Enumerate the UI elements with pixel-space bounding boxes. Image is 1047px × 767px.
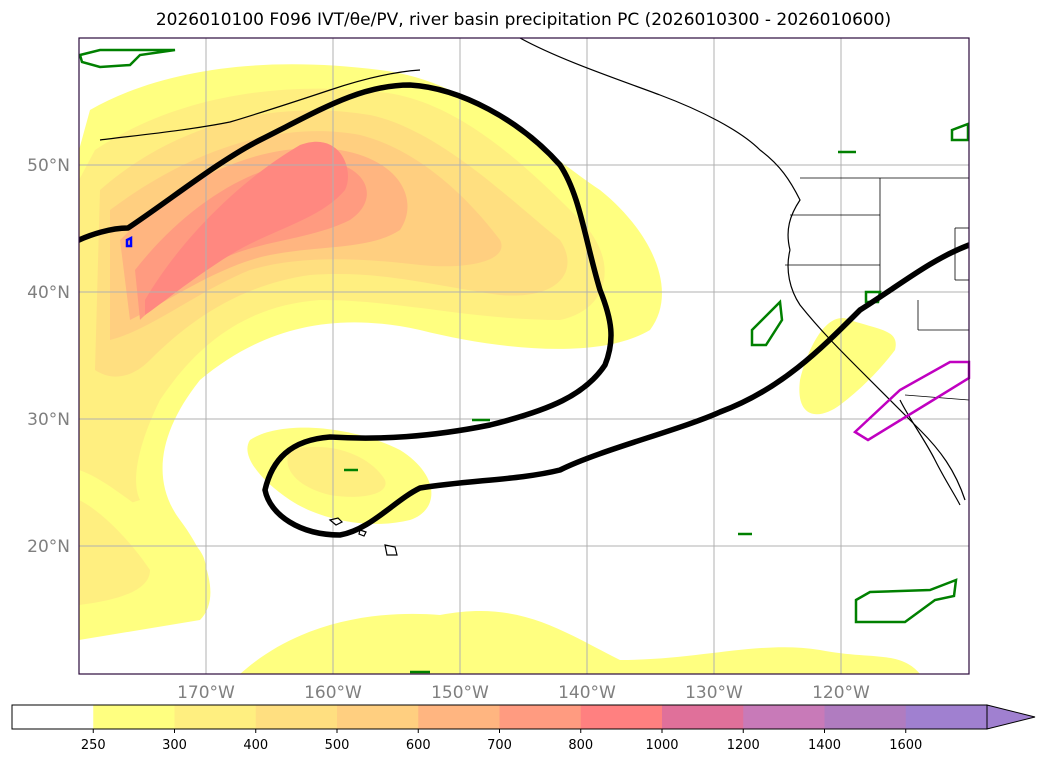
colorbar-tick-label: 1200 [727,738,760,753]
colorbar-extend-arrow [986,704,1036,730]
ivt-region-north-800 [145,141,348,315]
colorbar-tick-label: 1400 [808,738,841,753]
lat-tick-label: 40°N [27,283,70,303]
ivt-region-southwest-300 [79,500,150,605]
green-region-offshore [750,299,784,347]
colorbar-swatch [12,705,94,729]
green-region-mexico [854,578,958,624]
colorbar-swatch [93,705,175,729]
colorbar-tick-label: 500 [325,738,350,753]
blue-region [125,235,133,248]
lon-tick-labels: 170°W 160°W 150°W 140°W 130°W 120°W [177,683,870,703]
lon-tick-label: 170°W [177,683,235,703]
colorbar-swatch [418,705,500,729]
hawaii-islands [328,517,398,556]
colorbar-tick-label: 250 [81,738,106,753]
map-frame [78,37,970,675]
colorbar-swatch [174,705,257,729]
colorbar-swatch [824,705,907,729]
ivt-shading [79,64,920,674]
colorbar-swatch [580,705,663,729]
colorbar-swatch [337,705,419,729]
colorbar-tick-label: 600 [406,738,431,753]
colorbar-swatch [662,705,744,729]
colorbar-swatch [743,705,825,729]
ivt-contour [79,82,969,538]
colorbar-tick-label: 1000 [645,738,678,753]
map-title: 2026010100 F096 IVT/θe/PV, river basin p… [155,10,892,30]
colorbar-swatch [905,705,988,729]
lon-tick-label: 120°W [812,683,870,703]
colorbar-tick-label: 800 [568,738,593,753]
colorbar-tick-label: 1600 [889,738,922,753]
political-borders [785,177,969,401]
lon-tick-label: 140°W [558,683,616,703]
colorbar-tick-label: 400 [243,738,268,753]
green-region-alaska [79,48,176,69]
lon-tick-label: 150°W [431,683,489,703]
colorbar-swatch [499,705,582,729]
colorbar-tick-label: 700 [487,738,512,753]
west-coast-coastline [787,249,966,501]
ivt-region-tropics-250 [240,611,920,674]
alaska-coastline [519,38,801,251]
lon-tick-label: 160°W [304,683,362,703]
green-region-bc [950,122,969,142]
lat-tick-labels: 50°N 40°N 30°N 20°N [27,156,70,557]
ivt-region-hawaii-300 [287,446,386,497]
colorbar-swatch [255,705,338,729]
colorbar-tick-label: 300 [162,738,187,753]
lat-tick-label: 20°N [27,537,70,557]
gridlines [79,38,969,674]
lat-tick-label: 30°N [27,410,70,430]
green-region-nevada [864,290,882,304]
lon-tick-label: 130°W [685,683,743,703]
colorbar: 250 300 400 500 600 700 800 1000 1200 1400 1600 [11,704,1036,753]
coastlines [99,38,966,556]
green-regions [79,48,969,674]
baja-coastline [899,399,961,506]
lat-tick-label: 50°N [27,156,70,176]
aleutian-coastline [99,69,421,141]
